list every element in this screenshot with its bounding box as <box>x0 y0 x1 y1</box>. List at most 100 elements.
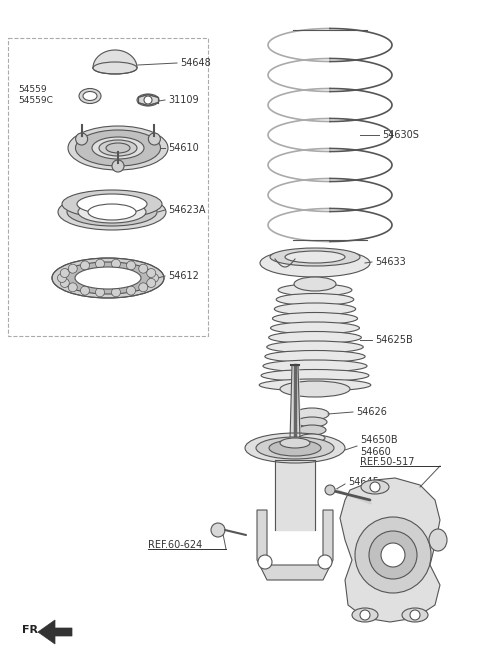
Ellipse shape <box>294 277 336 291</box>
Text: REF.60-624: REF.60-624 <box>148 540 202 550</box>
Ellipse shape <box>273 312 358 325</box>
Ellipse shape <box>79 89 101 104</box>
Circle shape <box>360 610 370 620</box>
Text: 54625B: 54625B <box>375 335 413 345</box>
Ellipse shape <box>88 204 136 220</box>
Ellipse shape <box>299 434 325 442</box>
Ellipse shape <box>352 608 378 622</box>
Text: 54648: 54648 <box>180 58 211 68</box>
Ellipse shape <box>275 303 356 315</box>
Ellipse shape <box>263 360 367 372</box>
Circle shape <box>60 268 69 277</box>
Ellipse shape <box>52 258 164 298</box>
Text: 54612: 54612 <box>168 271 199 281</box>
Circle shape <box>60 278 69 287</box>
Circle shape <box>149 274 158 283</box>
Ellipse shape <box>402 608 428 622</box>
Circle shape <box>369 531 417 579</box>
Text: REF.50-517: REF.50-517 <box>360 457 415 467</box>
Text: 54645: 54645 <box>348 477 379 487</box>
Circle shape <box>325 485 335 495</box>
Ellipse shape <box>285 251 345 263</box>
Text: 54633: 54633 <box>375 257 406 267</box>
Ellipse shape <box>301 448 323 456</box>
Circle shape <box>318 555 332 569</box>
Text: 54559
54559C: 54559 54559C <box>18 85 53 105</box>
Circle shape <box>96 288 105 297</box>
Circle shape <box>112 160 124 172</box>
Circle shape <box>258 555 272 569</box>
Circle shape <box>144 96 152 104</box>
Ellipse shape <box>99 140 137 156</box>
Ellipse shape <box>256 437 334 459</box>
Ellipse shape <box>276 293 354 306</box>
Circle shape <box>147 278 156 287</box>
Bar <box>8 38 208 336</box>
Circle shape <box>410 610 420 620</box>
Ellipse shape <box>68 126 168 170</box>
Ellipse shape <box>300 441 324 449</box>
Ellipse shape <box>270 248 360 266</box>
Circle shape <box>96 259 105 268</box>
Ellipse shape <box>297 417 327 427</box>
Ellipse shape <box>361 480 389 494</box>
Circle shape <box>127 286 135 295</box>
Ellipse shape <box>67 198 157 226</box>
Ellipse shape <box>271 322 360 334</box>
Ellipse shape <box>75 267 141 289</box>
Ellipse shape <box>298 425 326 435</box>
Text: 54660: 54660 <box>360 447 391 457</box>
Ellipse shape <box>278 284 352 296</box>
Ellipse shape <box>429 529 447 551</box>
Circle shape <box>355 517 431 593</box>
Circle shape <box>68 283 77 292</box>
Circle shape <box>211 523 225 537</box>
Text: FR.: FR. <box>22 625 43 635</box>
Circle shape <box>111 288 120 297</box>
Circle shape <box>370 482 380 492</box>
Polygon shape <box>257 510 333 580</box>
Text: 54610: 54610 <box>168 143 199 153</box>
Circle shape <box>127 261 135 270</box>
Ellipse shape <box>92 137 144 159</box>
Circle shape <box>111 259 120 268</box>
Ellipse shape <box>106 143 130 153</box>
Ellipse shape <box>269 331 361 344</box>
Ellipse shape <box>58 194 166 230</box>
Ellipse shape <box>62 190 162 218</box>
Ellipse shape <box>60 262 156 294</box>
Circle shape <box>81 286 89 295</box>
Circle shape <box>81 261 89 270</box>
Ellipse shape <box>265 350 365 363</box>
Ellipse shape <box>280 438 310 448</box>
Ellipse shape <box>93 62 137 74</box>
Circle shape <box>147 268 156 277</box>
Ellipse shape <box>245 433 345 463</box>
Circle shape <box>58 274 67 283</box>
Ellipse shape <box>75 130 160 166</box>
Circle shape <box>76 133 88 145</box>
Ellipse shape <box>261 369 369 382</box>
Ellipse shape <box>269 440 321 456</box>
Text: 54650B: 54650B <box>360 435 397 445</box>
Circle shape <box>68 264 77 273</box>
Ellipse shape <box>259 379 371 391</box>
Polygon shape <box>340 478 440 622</box>
Ellipse shape <box>137 94 159 106</box>
Circle shape <box>139 264 148 273</box>
Circle shape <box>148 133 160 145</box>
Ellipse shape <box>295 408 329 420</box>
Ellipse shape <box>260 249 370 277</box>
Text: 54630S: 54630S <box>382 130 419 140</box>
Polygon shape <box>38 620 72 644</box>
Text: 31109: 31109 <box>168 95 199 105</box>
Ellipse shape <box>77 194 147 214</box>
Circle shape <box>139 283 148 292</box>
Text: 54623A: 54623A <box>168 205 205 215</box>
Text: 54626: 54626 <box>356 407 387 417</box>
Circle shape <box>381 543 405 567</box>
Ellipse shape <box>280 381 350 397</box>
Ellipse shape <box>267 341 363 353</box>
Ellipse shape <box>78 201 146 223</box>
Ellipse shape <box>83 91 97 100</box>
